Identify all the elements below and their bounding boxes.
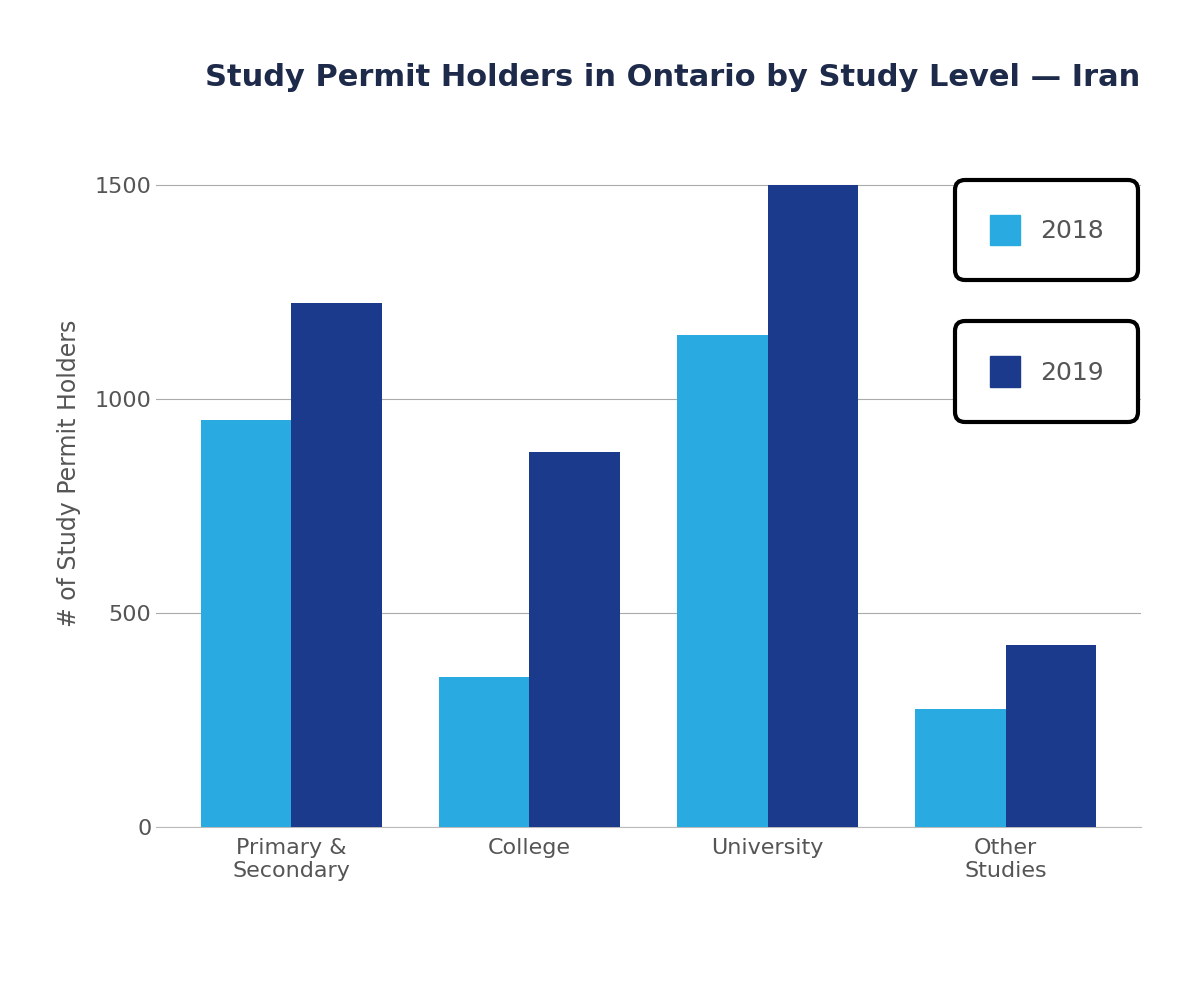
Text: Study Permit Holders in Ontario by Study Level — Iran: Study Permit Holders in Ontario by Study…	[205, 64, 1141, 93]
Legend: 2019: 2019	[964, 331, 1129, 411]
Bar	[530, 453, 620, 827]
Bar	[915, 709, 1005, 827]
Bar	[440, 677, 530, 827]
Bar	[292, 302, 382, 827]
Bar	[1005, 645, 1097, 827]
Bar	[677, 335, 767, 827]
Y-axis label: # of Study Permit Holders: # of Study Permit Holders	[56, 321, 80, 627]
Bar	[767, 185, 858, 827]
Bar	[201, 420, 292, 827]
